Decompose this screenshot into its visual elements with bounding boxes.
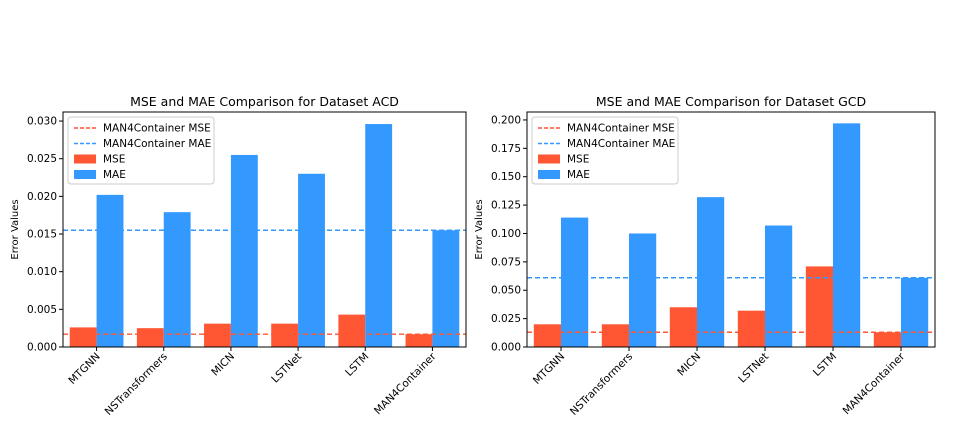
y-tick-label: 0.015	[27, 229, 57, 241]
bar-mae-man4container	[901, 277, 929, 347]
plot-frame	[526, 111, 936, 348]
x-tick-label: NSTransformers	[568, 351, 635, 418]
y-tick-label: 0.030	[27, 116, 57, 128]
legend-label: MAN4Container MAE	[103, 138, 211, 150]
bar-mae-micn	[697, 197, 725, 347]
y-tick-label: 0.150	[491, 171, 521, 183]
y-tick-label: 0.050	[491, 285, 521, 297]
x-tick-label: LSTNet	[736, 351, 771, 386]
bar-mse-lstnet	[737, 310, 765, 347]
bar-mse-man4container	[405, 334, 433, 347]
bar-mae-lstm	[833, 123, 861, 347]
y-axis-label: Error Values	[474, 199, 485, 259]
legend-swatch-bar	[538, 170, 560, 179]
x-tick-label: NSTransformers	[103, 351, 170, 418]
chart-title: MSE and MAE Comparison for Dataset GCD	[596, 94, 866, 109]
chart-panel-2: MSE and MAE Comparison for Dataset GCD Er…	[474, 94, 936, 418]
bar-mse-man4container	[873, 332, 901, 347]
bar-mse-lstm	[338, 314, 366, 347]
x-tick-label: LSTNet	[269, 351, 304, 386]
x-tick-label: MICN	[209, 351, 237, 379]
bar-mae-mtgnn	[561, 217, 589, 347]
x-tick-label: MTGNN	[66, 351, 102, 387]
chart-title: MSE and MAE Comparison for Dataset ACD	[130, 94, 399, 109]
bar-mse-nstransformers	[601, 324, 629, 347]
y-tick-label: 0.075	[491, 256, 521, 268]
y-tick-label: 0.175	[491, 143, 521, 155]
bar-mse-micn	[204, 323, 231, 347]
x-tick-label: MAN4Container	[372, 350, 439, 417]
bar-mae-lstnet	[765, 225, 793, 347]
y-tick-label: 0.000	[27, 342, 57, 354]
bar-mae-man4container	[432, 230, 460, 347]
bar-mae-lstm	[365, 124, 393, 347]
bar-mse-mtgnn	[533, 324, 561, 347]
y-tick-label: 0.000	[491, 342, 521, 354]
x-tick-label: MICN	[675, 351, 703, 379]
legend-label: MAE	[567, 169, 590, 181]
y-tick-label: 0.125	[491, 200, 521, 212]
x-tick-label: LSTM	[343, 351, 371, 379]
plot-frame	[62, 111, 467, 348]
bar-mae-nstransformers	[163, 212, 191, 347]
legend-label: MAN4Container MAE	[567, 138, 675, 150]
legend-swatch-bar	[74, 170, 96, 179]
legend-label: MAE	[103, 169, 126, 181]
x-tick-label: MTGNN	[531, 351, 567, 387]
y-tick-label: 0.025	[491, 313, 521, 325]
legend-label: MAN4Container MSE	[103, 123, 211, 135]
chart-panel-1: MSE and MAE Comparison for Dataset ACD Er…	[10, 94, 467, 418]
y-tick-label: 0.010	[27, 266, 57, 278]
y-tick-label: 0.020	[27, 191, 57, 203]
legend-swatch-bar	[538, 154, 560, 164]
legend-box	[531, 116, 679, 185]
y-tick-label: 0.005	[27, 304, 57, 316]
legend-box	[67, 116, 215, 185]
bar-mae-mtgnn	[96, 194, 124, 347]
legend-label: MSE	[567, 154, 589, 166]
bar-mse-nstransformers	[136, 328, 164, 347]
legend: MAN4Container MSE MAN4Container MAE MSE MAE	[67, 116, 215, 185]
legend: MAN4Container MSE MAN4Container MAE MSE MAE	[531, 116, 679, 185]
bar-mse-lstm	[805, 266, 833, 347]
bar-mse-lstnet	[271, 323, 299, 347]
y-tick-label: 0.200	[491, 114, 521, 126]
y-tick-label: 0.100	[491, 228, 521, 240]
bar-mse-mtgnn	[69, 327, 97, 347]
bar-mse-micn	[669, 307, 697, 347]
y-axis-label: Error Values	[10, 199, 21, 259]
x-tick-label: MAN4Container	[841, 350, 908, 417]
legend-swatch-bar	[74, 154, 96, 164]
legend-label: MAN4Container MSE	[567, 123, 675, 135]
bar-mae-micn	[230, 154, 258, 347]
bar-mae-nstransformers	[629, 233, 657, 347]
legend-label: MSE	[103, 154, 125, 166]
bar-mae-lstnet	[298, 173, 325, 347]
y-tick-label: 0.025	[27, 153, 57, 165]
x-tick-label: LSTM	[811, 351, 839, 379]
